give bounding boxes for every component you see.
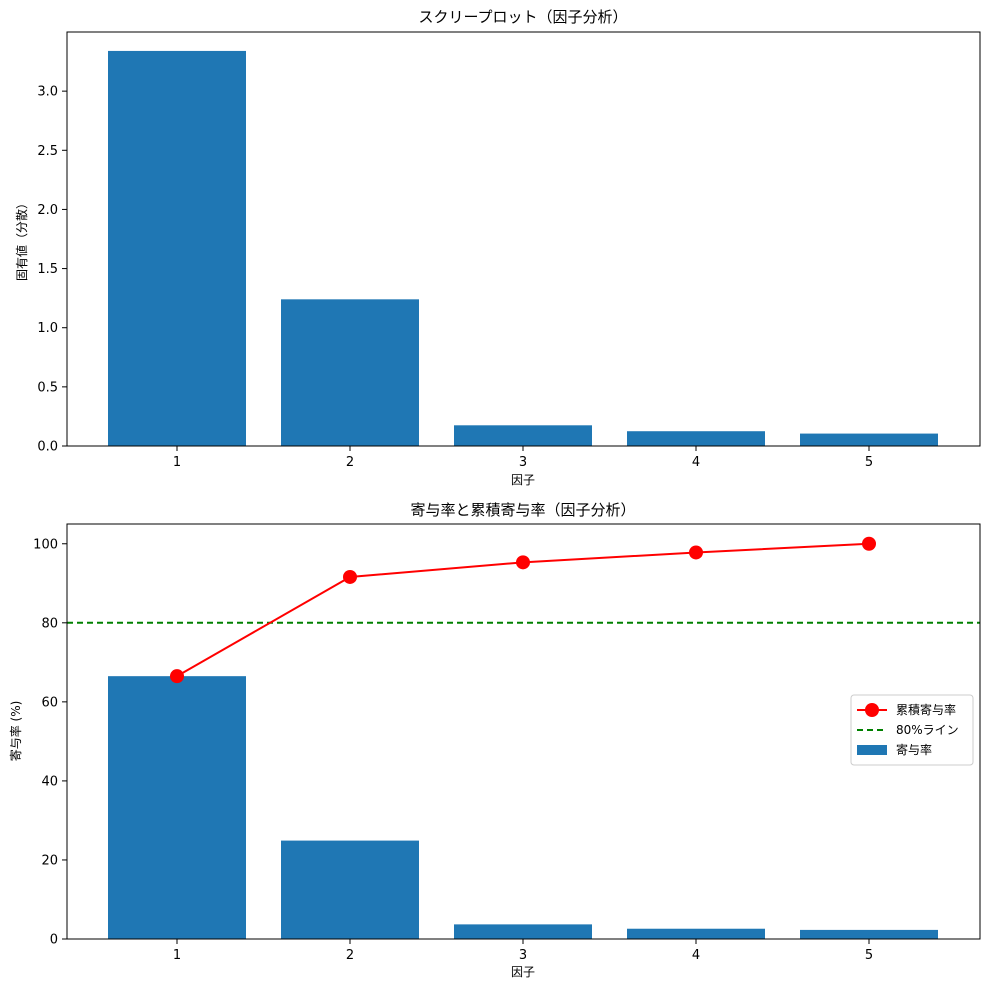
contribution-y-label: 寄与率 (%)	[8, 701, 23, 762]
y-tick-label: 80	[41, 616, 58, 631]
legend: 累積寄与率 80%ライン 寄与率	[850, 694, 974, 766]
x-tick-label: 3	[519, 948, 527, 963]
x-tick-label: 5	[865, 948, 873, 963]
cumulative-line	[170, 536, 876, 684]
contribution-bar	[281, 840, 419, 939]
x-tick-label: 5	[865, 455, 873, 470]
x-tick-label: 4	[692, 455, 700, 470]
y-tick-label: 0.0	[37, 440, 58, 455]
eigenvalue-bar	[627, 431, 765, 446]
x-tick-label: 2	[346, 948, 354, 963]
contribution-bar	[800, 929, 938, 939]
legend-bar-label: 寄与率	[896, 742, 932, 757]
contribution-bar	[108, 676, 246, 939]
y-tick-label: 3.0	[37, 85, 58, 100]
scree-plot-y-axis-ticks: 0.0 0.5 1.0 1.5 2.0 2.5 3.0	[37, 85, 67, 455]
x-tick-label: 1	[173, 948, 181, 963]
contribution-chart: 寄与率と累積寄与率（因子分析） 0 20 40 60 80 100 1 2 3 4 5 因子 寄与…	[8, 501, 981, 979]
y-tick-label: 1.5	[37, 262, 58, 277]
y-tick-label: 60	[41, 695, 58, 710]
scree-plot-frame	[66, 31, 981, 447]
scree-plot-x-label: 因子	[511, 473, 535, 487]
contribution-y-axis-ticks: 0 20 40 60 80 100	[33, 537, 67, 948]
y-tick-label: 2.5	[37, 144, 58, 159]
cumulative-point	[689, 545, 703, 560]
y-tick-label: 20	[41, 853, 58, 868]
x-tick-label: 3	[519, 455, 527, 470]
x-tick-label: 4	[692, 948, 700, 963]
y-tick-label: 100	[33, 537, 58, 552]
cumulative-point	[343, 569, 357, 584]
contribution-bar	[454, 924, 592, 939]
y-tick-label: 0	[50, 933, 58, 948]
contribution-bars	[108, 676, 938, 939]
contribution-x-axis-ticks: 1 2 3 4 5	[173, 939, 873, 963]
scree-plot-y-label: 固有値（分散）	[14, 197, 29, 281]
x-tick-label: 1	[173, 455, 181, 470]
legend-threshold-label: 80%ライン	[896, 723, 959, 737]
contribution-x-label: 因子	[511, 965, 535, 979]
y-tick-label: 2.0	[37, 203, 58, 218]
scree-plot-title: スクリープロット（因子分析）	[418, 8, 627, 26]
x-tick-label: 2	[346, 455, 354, 470]
contribution-title: 寄与率と累積寄与率（因子分析）	[410, 501, 635, 519]
cumulative-point	[862, 536, 876, 551]
cumulative-point	[516, 555, 530, 570]
contribution-bar	[627, 928, 765, 939]
legend-cumulative-label: 累積寄与率	[896, 702, 956, 717]
contribution-frame	[66, 523, 981, 940]
legend-cumulative-marker-swatch	[865, 703, 879, 717]
eigenvalue-bar	[800, 433, 938, 446]
y-tick-label: 0.5	[37, 380, 58, 395]
eigenvalue-bar	[454, 425, 592, 446]
y-tick-label: 40	[41, 774, 58, 789]
scree-plot-x-axis-ticks: 1 2 3 4 5	[173, 446, 873, 470]
legend-bar-swatch	[857, 745, 887, 755]
eigenvalue-bar	[281, 299, 419, 446]
cumulative-point	[170, 669, 184, 684]
scree-plot-bars	[108, 50, 938, 446]
scree-plot-chart: スクリープロット（因子分析） 0.0 0.5 1.0 1.5 2.0 2.5 3.0 1 2 3…	[14, 8, 981, 487]
eigenvalue-bar	[108, 50, 246, 446]
y-tick-label: 1.0	[37, 321, 58, 336]
